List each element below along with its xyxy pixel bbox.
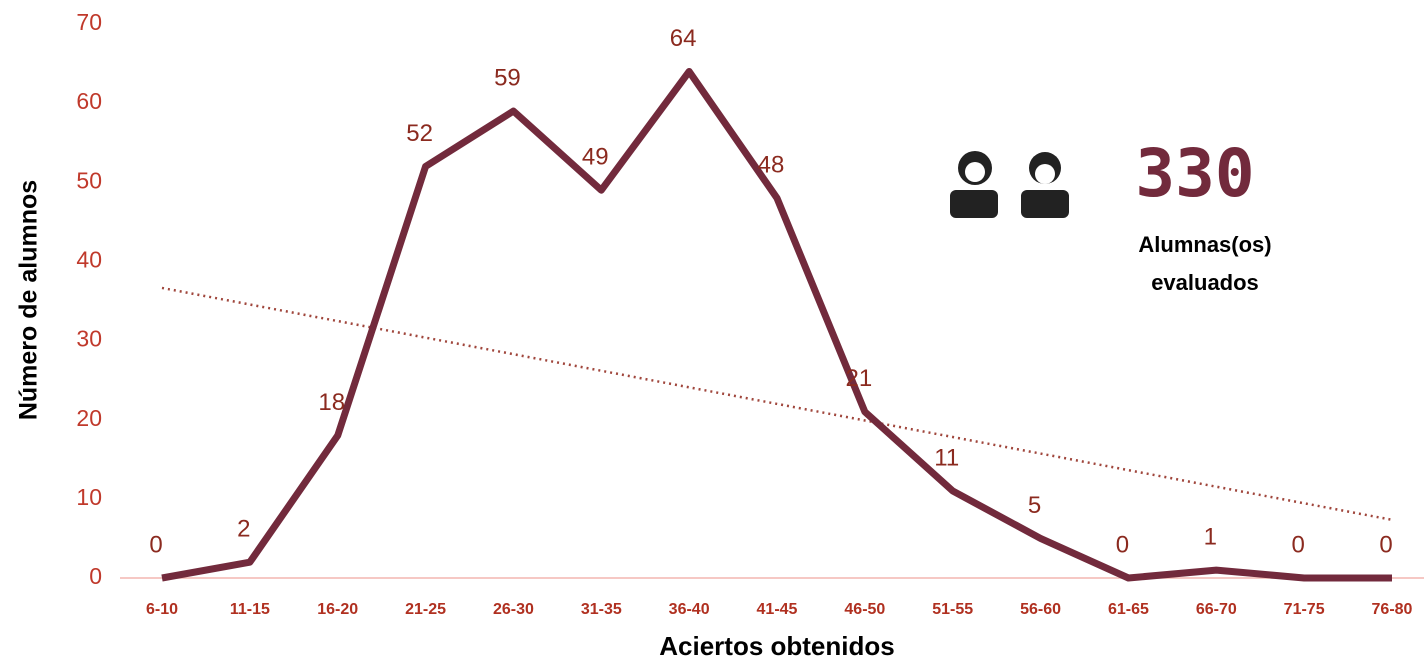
x-axis-title: Aciertos obtenidos [659, 631, 894, 661]
data-label: 5 [1028, 492, 1041, 519]
people-icons [950, 151, 1069, 218]
data-label: 49 [582, 144, 609, 171]
y-tick-label: 70 [76, 9, 102, 35]
y-axis-title: Número de alumnos [15, 180, 43, 420]
x-tick-label: 56-60 [1020, 601, 1061, 618]
data-label: 52 [406, 120, 433, 147]
x-tick-label: 41-45 [757, 601, 798, 618]
x-tick-label: 71-75 [1284, 601, 1325, 618]
data-label: 2 [237, 516, 250, 543]
x-tick-label: 21-25 [405, 601, 446, 618]
x-tick-label: 51-55 [932, 601, 973, 618]
data-label: 0 [1379, 531, 1392, 558]
y-tick-label: 10 [76, 484, 102, 510]
x-tick-label: 61-65 [1108, 601, 1149, 618]
annotation-text: evaluados [1151, 270, 1259, 295]
data-label: 59 [494, 64, 521, 91]
data-label: 0 [1116, 531, 1129, 558]
trendline [161, 286, 1393, 522]
x-tick-label: 36-40 [669, 601, 710, 618]
y-tick-label: 60 [76, 88, 102, 114]
data-label: 11 [934, 444, 959, 471]
x-tick-label: 46-50 [844, 601, 885, 618]
annotation-text: Alumnas(os) [1138, 232, 1271, 257]
data-label: 1 [1204, 523, 1217, 550]
annotation-value: 330 [1135, 135, 1254, 212]
data-line [161, 67, 1392, 582]
x-tick-label: 26-30 [493, 601, 534, 618]
x-tick-label: 6-10 [146, 601, 178, 618]
data-label: 21 [846, 365, 873, 392]
data-label: 0 [1291, 531, 1304, 558]
y-tick-label: 30 [76, 326, 102, 352]
data-label: 18 [318, 389, 345, 416]
y-tick-label: 0 [89, 563, 102, 589]
x-tick-label: 16-20 [317, 601, 358, 618]
x-tick-label: 66-70 [1196, 601, 1237, 618]
data-label: 48 [758, 151, 785, 178]
y-tick-label: 50 [76, 167, 102, 193]
y-tick-label: 20 [76, 405, 102, 431]
x-tick-label: 31-35 [581, 601, 622, 618]
data-label: 64 [670, 25, 697, 52]
x-tick-label: 11-15 [230, 601, 270, 618]
data-label: 0 [149, 531, 162, 558]
x-tick-label: 76-80 [1372, 601, 1413, 618]
y-tick-label: 40 [76, 247, 102, 273]
